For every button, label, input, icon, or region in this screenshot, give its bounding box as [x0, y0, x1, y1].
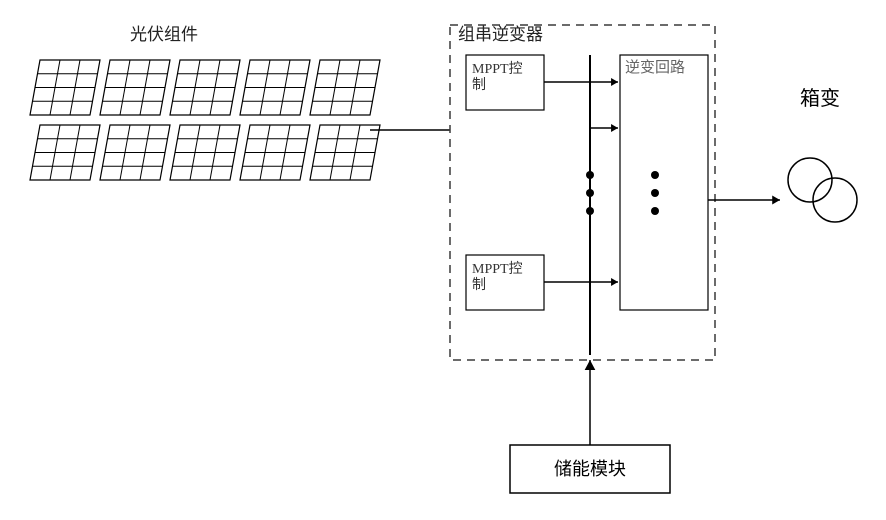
svg-text:箱变: 箱变	[800, 87, 840, 110]
svg-text:储能模块: 储能模块	[554, 459, 626, 479]
svg-text:MPPT控制: MPPT控制	[472, 261, 523, 293]
svg-text:逆变回路: 逆变回路	[625, 59, 685, 76]
svg-text:MPPT控制: MPPT控制	[472, 61, 523, 93]
svg-text:光伏组件: 光伏组件	[130, 25, 198, 44]
inverter-circuit-box	[620, 55, 708, 310]
system-diagram: 光伏组件 组串逆变器 MPPT控制 MPPT控制 逆变回路箱变储能模块	[0, 0, 886, 520]
pv-array	[30, 60, 380, 180]
svg-text:组串逆变器: 组串逆变器	[458, 25, 543, 44]
